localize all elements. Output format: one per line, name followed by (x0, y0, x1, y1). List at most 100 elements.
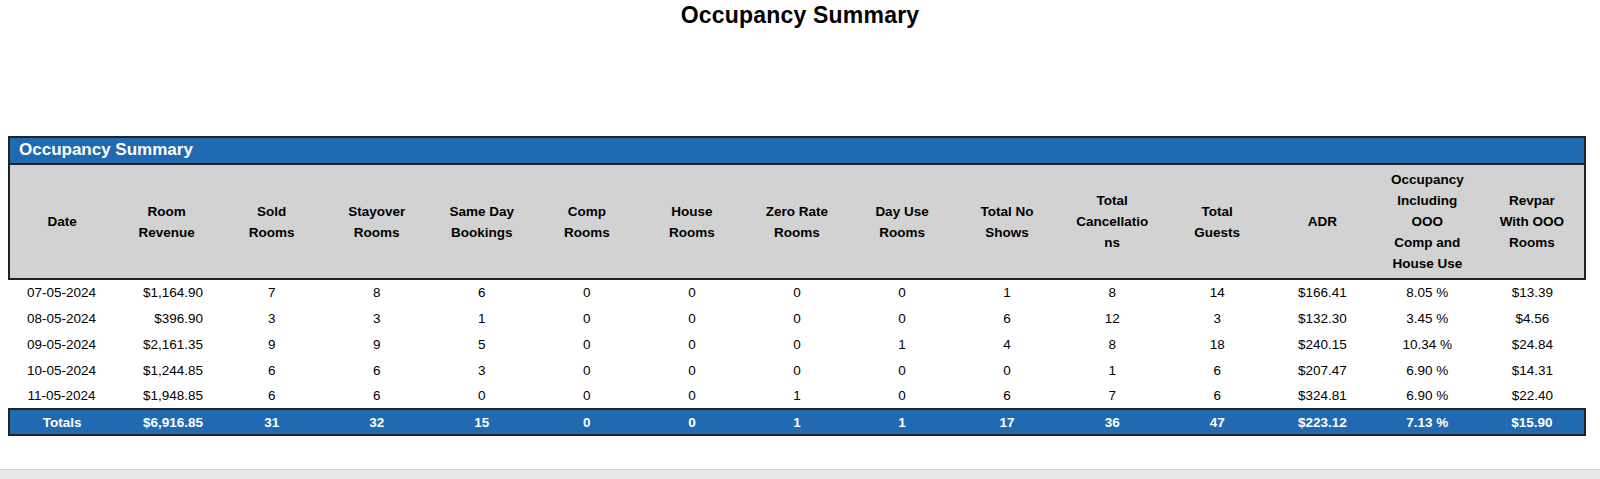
totals-cell: Totals (9, 409, 114, 435)
table-cell: 08-05-2024 (9, 305, 114, 331)
table-cell: 09-05-2024 (9, 331, 114, 357)
table-body: 07-05-2024$1,164.9078600001814$166.418.0… (9, 279, 1585, 409)
totals-cell: 0 (534, 409, 639, 435)
table-row: 08-05-2024$396.9033100006123$132.303.45 … (9, 305, 1585, 331)
table-cell: 0 (534, 279, 639, 305)
header-cell: Occupancy Including OOO Comp and House U… (1375, 165, 1480, 279)
table-cell: 3.45 % (1375, 305, 1480, 331)
table-cell: 9 (219, 331, 324, 357)
totals-cell: 17 (955, 409, 1060, 435)
table-cell: $132.30 (1270, 305, 1375, 331)
table-cell: $22.40 (1480, 383, 1585, 409)
table-cell: $13.39 (1480, 279, 1585, 305)
table-cell: $1,164.90 (114, 279, 219, 305)
table-cell: 1 (429, 305, 534, 331)
table-cell: 6 (324, 357, 429, 383)
header-cell: House Rooms (639, 165, 744, 279)
totals-cell: $15.90 (1480, 409, 1585, 435)
table-cell: 0 (744, 357, 849, 383)
table-cell: 0 (850, 383, 955, 409)
totals-cell: 32 (324, 409, 429, 435)
table-cell: 8 (1060, 279, 1165, 305)
table-cell: 3 (324, 305, 429, 331)
table-cell: 6 (1165, 383, 1270, 409)
header-cell: Sold Rooms (219, 165, 324, 279)
header-row: DateRoom RevenueSold RoomsStayover Rooms… (9, 165, 1585, 279)
totals-cell: $223.12 (1270, 409, 1375, 435)
table-cell: 0 (534, 331, 639, 357)
table-cell: $1,948.85 (114, 383, 219, 409)
table-cell: $4.56 (1480, 305, 1585, 331)
totals-cell: 1 (744, 409, 849, 435)
table-cell: $24.84 (1480, 331, 1585, 357)
table-cell: 0 (639, 331, 744, 357)
table-cell: 18 (1165, 331, 1270, 357)
table-cell: 6.90 % (1375, 383, 1480, 409)
table-cell: 0 (639, 305, 744, 331)
table-cell: 10.34 % (1375, 331, 1480, 357)
table-cell: 1 (850, 331, 955, 357)
table-cell: 07-05-2024 (9, 279, 114, 305)
table-cell: 14 (1165, 279, 1270, 305)
table-cell: 0 (534, 383, 639, 409)
table-cell: 0 (534, 305, 639, 331)
table-cell: 6 (429, 279, 534, 305)
header-cell: Zero Rate Rooms (744, 165, 849, 279)
occupancy-summary-table: DateRoom RevenueSold RoomsStayover Rooms… (8, 165, 1586, 436)
totals-cell: 15 (429, 409, 534, 435)
table-cell: 0 (639, 357, 744, 383)
table-cell: 6 (1165, 357, 1270, 383)
table-cell: $324.81 (1270, 383, 1375, 409)
table-cell: 1 (1060, 357, 1165, 383)
header-cell: ADR (1270, 165, 1375, 279)
header-cell: Total Guests (1165, 165, 1270, 279)
table-cell: 6.90 % (1375, 357, 1480, 383)
header-cell: Date (9, 165, 114, 279)
table-cell: 0 (850, 357, 955, 383)
table-cell: 0 (639, 279, 744, 305)
header-cell: Room Revenue (114, 165, 219, 279)
table-cell: 6 (219, 383, 324, 409)
table-cell: 0 (534, 357, 639, 383)
totals-cell: 7.13 % (1375, 409, 1480, 435)
header-cell: Comp Rooms (534, 165, 639, 279)
table-cell: 8 (324, 279, 429, 305)
totals-row: Totals$6,916.853132150011173647$223.127.… (9, 409, 1585, 435)
table-cell: $1,244.85 (114, 357, 219, 383)
header-cell: Total No Shows (955, 165, 1060, 279)
table-cell: 3 (1165, 305, 1270, 331)
table-cell: 0 (744, 331, 849, 357)
page-title: Occupancy Summary (0, 2, 1600, 29)
table-cell: 5 (429, 331, 534, 357)
table-cell: 0 (744, 305, 849, 331)
table-cell: 3 (219, 305, 324, 331)
page-bottom-strip (0, 469, 1600, 479)
table-cell: 1 (744, 383, 849, 409)
table-row: 11-05-2024$1,948.856600010676$324.816.90… (9, 383, 1585, 409)
totals-cell: 47 (1165, 409, 1270, 435)
table-cell: 7 (1060, 383, 1165, 409)
table-cell: 6 (955, 305, 1060, 331)
table-cell: 9 (324, 331, 429, 357)
table-cell: 6 (955, 383, 1060, 409)
table-cell: $166.41 (1270, 279, 1375, 305)
report-section-title: Occupancy Summary (8, 136, 1586, 165)
table-cell: 10-05-2024 (9, 357, 114, 383)
table-cell: $207.47 (1270, 357, 1375, 383)
totals-cell: $6,916.85 (114, 409, 219, 435)
table-cell: 1 (955, 279, 1060, 305)
table-cell: 0 (429, 383, 534, 409)
table-cell: 0 (850, 279, 955, 305)
table-row: 09-05-2024$2,161.3599500014818$240.1510.… (9, 331, 1585, 357)
table-cell: 8 (1060, 331, 1165, 357)
header-cell: Total Cancellatio ns (1060, 165, 1165, 279)
table-cell: 0 (744, 279, 849, 305)
table-cell: 12 (1060, 305, 1165, 331)
totals-cell: 1 (850, 409, 955, 435)
table-cell: 8.05 % (1375, 279, 1480, 305)
header-cell: Stayover Rooms (324, 165, 429, 279)
table-row: 07-05-2024$1,164.9078600001814$166.418.0… (9, 279, 1585, 305)
table-cell: 11-05-2024 (9, 383, 114, 409)
table-cell: $2,161.35 (114, 331, 219, 357)
totals-cell: 36 (1060, 409, 1165, 435)
